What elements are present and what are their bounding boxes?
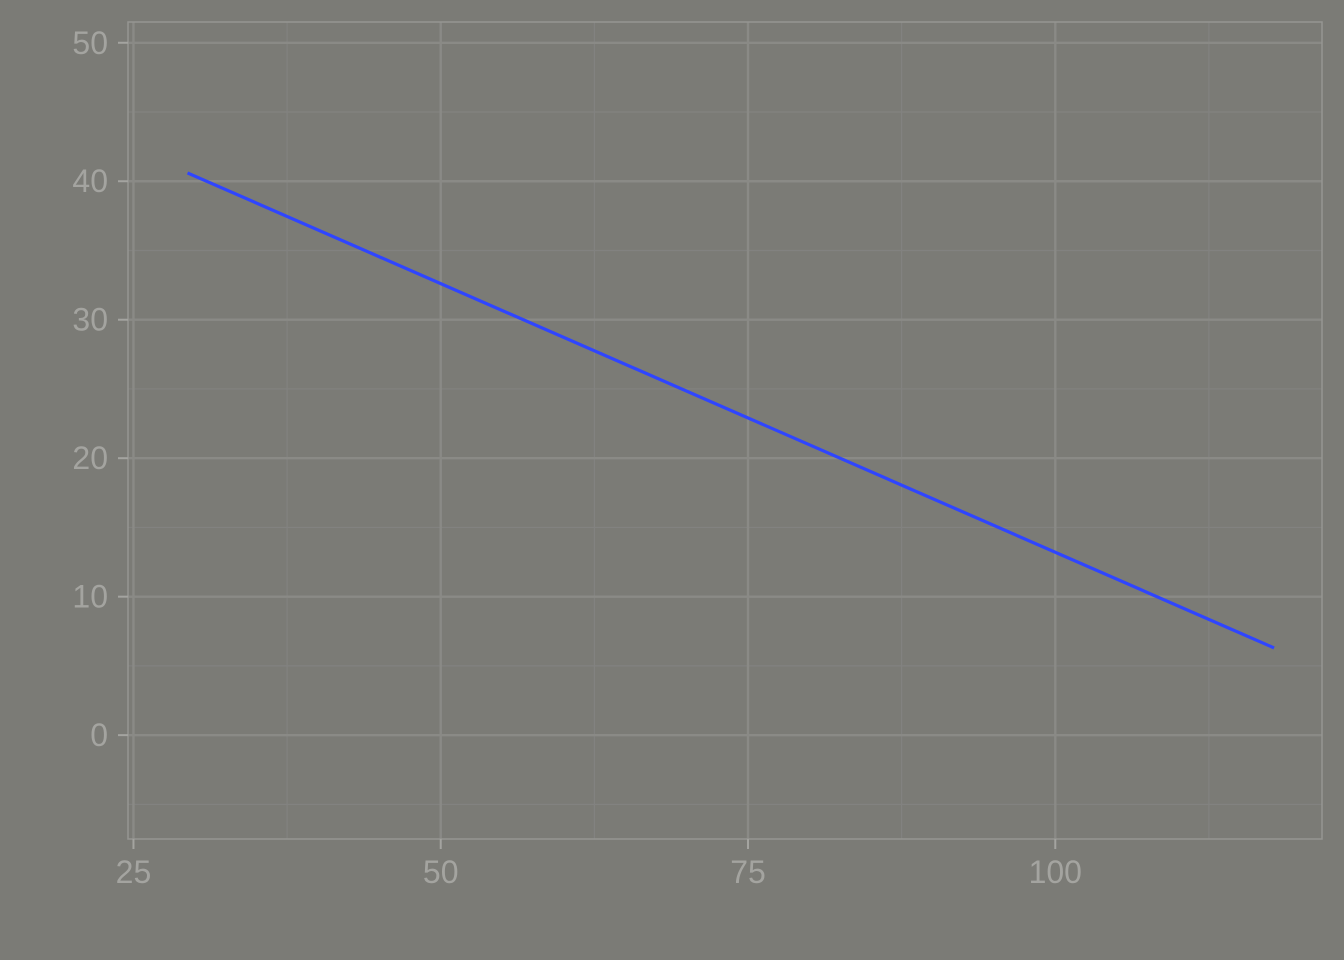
y-tick-label: 30 [72, 302, 108, 338]
y-tick-label: 40 [72, 163, 108, 199]
minor-gridlines [128, 22, 1322, 839]
series-line [186, 171, 1275, 650]
y-tick-label: 0 [90, 717, 108, 753]
plot-panel [128, 22, 1322, 839]
y-tick-label: 10 [72, 579, 108, 615]
x-tick-label: 100 [1029, 854, 1082, 890]
series-group [186, 171, 1275, 650]
x-tick-label: 50 [423, 854, 459, 890]
y-axis: 0 10 20 30 40 50 [72, 25, 128, 753]
major-gridlines [128, 22, 1322, 839]
y-tick-label: 50 [72, 25, 108, 61]
y-tick-label: 20 [72, 440, 108, 476]
x-tick-label: 25 [116, 854, 152, 890]
x-tick-label: 75 [730, 854, 766, 890]
plot-panel-border [127, 21, 1323, 840]
x-axis: 25 50 75 100 [116, 839, 1082, 890]
